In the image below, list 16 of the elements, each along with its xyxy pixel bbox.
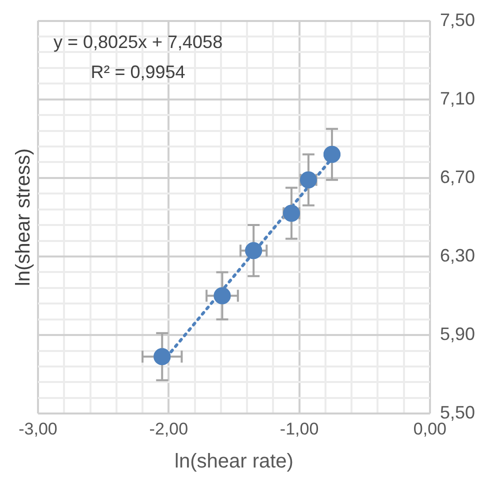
- annotation: y = 0,8025x + 7,4058: [53, 32, 223, 52]
- annotation: R² = 0,9954: [90, 62, 186, 82]
- point: [323, 146, 340, 163]
- x-tick-label: -1,00: [280, 419, 319, 438]
- y-tick-label: 7,50: [440, 10, 476, 30]
- y-tick-label: 6,70: [440, 166, 476, 187]
- y-tick-label: 7,10: [440, 88, 476, 108]
- point: [154, 348, 171, 366]
- x-axis-title: ln(shear rate): [174, 450, 294, 473]
- y-tick-label: 5,90: [440, 324, 476, 344]
- x-tick-label: -3,00: [18, 419, 58, 438]
- point: [245, 242, 262, 260]
- point: [214, 287, 231, 304]
- y-tick-label: 6,30: [440, 245, 476, 266]
- y-axis-title: ln(shear stress): [12, 148, 35, 286]
- x-tick-label: -2,00: [149, 419, 188, 438]
